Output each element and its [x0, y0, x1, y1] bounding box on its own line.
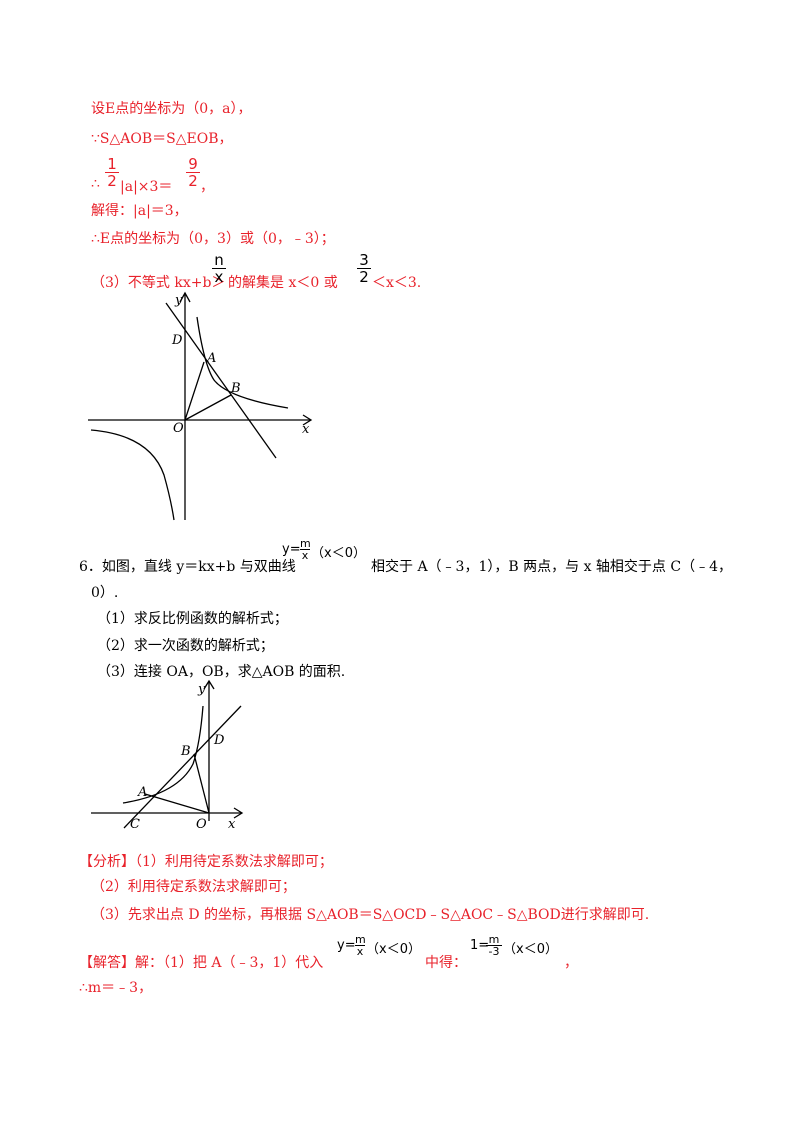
text-line: ∴ — [91, 176, 100, 192]
question-line: 6．如图，直线 y＝kx+b 与双曲线 — [79, 559, 296, 575]
equation-condition: （x＜0） — [503, 942, 558, 957]
hyperbola-branch — [122, 705, 204, 804]
analysis-line: （3）先求出点 D 的坐标，再根据 S△AOB＝S△OCD﹣S△AOC﹣S△BO… — [91, 907, 650, 923]
label-O: O — [196, 817, 207, 832]
text-line: 解得：|a|＝3， — [91, 203, 188, 219]
hyperbola-branch-1 — [196, 316, 289, 409]
segment-OB — [184, 394, 232, 421]
analysis-line: 【分析】（1）利用待定系数法求解即可； — [79, 854, 333, 870]
sub-question: （1）求反比例函数的解析式； — [97, 611, 288, 627]
solution-tag: 【解答】 — [79, 955, 135, 971]
equation-left: 1= — [470, 938, 490, 953]
label-D: D — [213, 733, 225, 748]
label-y: y — [197, 682, 206, 697]
question-line: 相交于 A（﹣3，1），B 两点，与 x 轴相交于点 C（﹣4， — [371, 559, 732, 575]
label-B: B — [230, 381, 241, 396]
equation-y: y= — [337, 938, 356, 953]
text-line: ＜x＜3. — [372, 275, 422, 291]
text-line: ， — [200, 179, 214, 195]
text-line: （3）不等式 kx+b＞ — [91, 275, 226, 291]
figure-1: y x D A B O — [88, 291, 313, 521]
solution-line: 【解答】解：（1）把 A（﹣3，1）代入 — [79, 955, 324, 971]
label-A: A — [206, 351, 216, 366]
text-line: 设E点的坐标为（0，a）， — [91, 101, 252, 117]
solution-line: ∴m＝﹣3， — [79, 980, 153, 996]
text-line: ∴E点的坐标为（0，3）或（0，﹣3）； — [91, 231, 335, 247]
text-line: ∵S△AOB＝S△EOB， — [91, 131, 233, 147]
label-B: B — [180, 744, 191, 759]
equation-y: y= — [282, 542, 301, 557]
label-D: D — [171, 333, 183, 348]
segment-OA — [184, 361, 205, 421]
label-C: C — [130, 817, 140, 832]
line-DB — [165, 302, 277, 459]
solution-line: ， — [564, 955, 578, 971]
label-A: A — [137, 785, 147, 800]
label-O: O — [173, 421, 184, 436]
segment-AO — [144, 793, 210, 814]
equation-condition: （x＜0） — [311, 546, 366, 561]
sub-question: （2）求一次函数的解析式； — [97, 638, 274, 654]
segment-BO — [193, 753, 210, 814]
sub-question: （3）连接 OA，OB，求△AOB 的面积. — [97, 664, 346, 680]
label-y: y — [174, 293, 183, 308]
equation-condition: （x＜0） — [366, 942, 421, 957]
text-line: 的解集是 x＜0 或 — [228, 275, 338, 291]
figure-2: y x B D A C O — [91, 679, 244, 832]
line-CD — [123, 705, 242, 829]
equation-fraction: m -3 — [486, 934, 502, 957]
label-x: x — [302, 422, 310, 437]
question-line: 0）. — [91, 585, 119, 601]
solution-line: 中得： — [425, 955, 467, 971]
analysis-tag: 【分析】 — [79, 854, 135, 870]
label-x: x — [228, 817, 236, 832]
text-line: |a|×3＝ — [120, 179, 173, 195]
hyperbola-branch-2 — [90, 429, 175, 521]
analysis-line: （2）利用待定系数法求解即可； — [91, 879, 296, 895]
